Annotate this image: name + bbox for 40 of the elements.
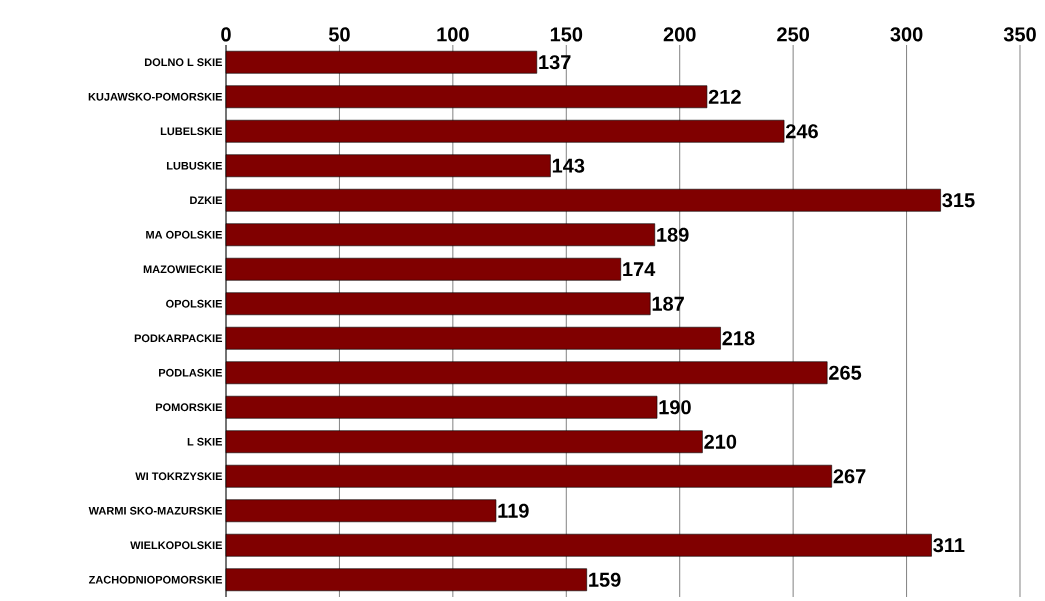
y-tick-label: DOLNO L SKIE [144, 58, 223, 67]
data-label: 190 [659, 400, 691, 415]
y-tick-label: PODLASKIE [159, 368, 223, 377]
y-tick-label: PODKARPACKIE [134, 334, 223, 343]
y-tick-label: OPOLSKIE [166, 299, 223, 308]
y-tick-label: DZKIE [190, 196, 223, 205]
y-tick-label: MA OPOLSKIE [146, 230, 223, 239]
data-label: 159 [589, 572, 621, 587]
x-tick-label: 100 [437, 27, 469, 42]
x-tick-label: 300 [890, 27, 923, 42]
data-label: 189 [657, 227, 689, 242]
x-tick-label: 200 [663, 27, 696, 42]
x-tick-label: 0 [221, 27, 231, 42]
y-tick-label: LUBELSKIE [160, 127, 223, 136]
data-label: 143 [552, 158, 585, 173]
y-tick-label: WIELKOPOLSKIE [130, 541, 223, 550]
data-label: 174 [623, 262, 656, 277]
x-tick-label: 350 [1003, 27, 1036, 42]
data-label: 218 [722, 331, 755, 346]
y-tick-label: WI TOKRZYSKIE [135, 472, 223, 481]
y-tick-label: LUBUSKIE [166, 161, 223, 170]
data-label: 246 [785, 124, 818, 139]
y-tick-label: L SKIE [187, 437, 223, 446]
y-tick-label: MAZOWIECKIE [143, 265, 223, 274]
data-label: 267 [833, 469, 866, 484]
data-label: 187 [652, 296, 684, 311]
y-tick-label: WARMI SKO-MAZURSKIE [88, 506, 223, 515]
x-tick-label: 150 [550, 27, 583, 42]
x-tick-label: 250 [777, 27, 809, 42]
data-label: 119 [498, 503, 529, 518]
data-label: 311 [933, 538, 965, 553]
data-label: 315 [942, 193, 975, 208]
data-label: 137 [539, 55, 571, 70]
data-label: 210 [704, 434, 737, 449]
x-tick-label: 50 [328, 27, 350, 42]
data-label: 212 [708, 89, 741, 104]
data-label: 265 [829, 365, 862, 380]
y-tick-label: POMORSKIE [155, 403, 223, 412]
y-tick-label: ZACHODNIOPOMORSKIE [88, 575, 223, 584]
y-tick-label: KUJAWSKO-POMORSKIE [88, 92, 223, 101]
